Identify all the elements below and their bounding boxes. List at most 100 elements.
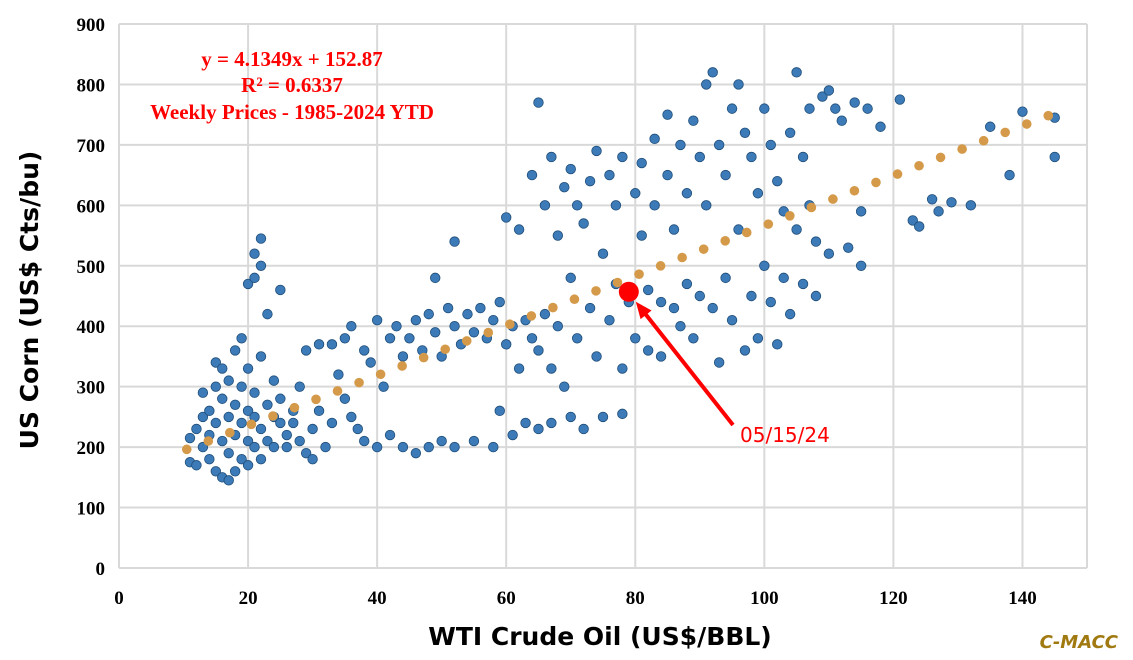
- data-point: [494, 405, 505, 417]
- data-point: [778, 272, 789, 284]
- trendline-dot: [225, 427, 235, 438]
- data-point: [617, 363, 628, 374]
- data-point: [501, 339, 512, 350]
- data-point: [810, 236, 822, 247]
- trendline-dot: [806, 202, 817, 213]
- data-point: [597, 248, 609, 259]
- trendline-dot: [677, 252, 687, 263]
- data-point: [449, 441, 460, 453]
- y-axis-title: US Corn (US$ Cts/bu): [15, 151, 44, 450]
- data-point: [300, 447, 312, 459]
- data-point: [733, 79, 744, 90]
- data-point: [339, 393, 351, 404]
- data-point: [914, 221, 925, 232]
- data-point: [210, 466, 222, 477]
- data-point: [210, 417, 222, 429]
- trendline-dot: [634, 269, 644, 279]
- data-point: [294, 381, 305, 392]
- trendline-dot: [612, 277, 623, 288]
- trendline-dot: [354, 377, 364, 388]
- data-point: [449, 236, 460, 247]
- data-point: [597, 411, 609, 423]
- data-point: [249, 248, 260, 259]
- trendline-dot: [591, 286, 601, 296]
- data-point: [668, 302, 680, 314]
- data-point: [797, 278, 809, 290]
- trendline-dot: [698, 244, 709, 254]
- data-point: [604, 169, 615, 181]
- data-point: [281, 441, 292, 453]
- data-point: [320, 441, 331, 453]
- data-point: [617, 408, 628, 420]
- data-point: [275, 284, 286, 296]
- y-tick-labels: 0 100 200 300 400 500 600 700 800 900: [77, 15, 106, 580]
- data-point: [546, 363, 557, 374]
- highlight-point: [618, 281, 639, 302]
- data-point: [591, 145, 602, 157]
- data-point: [578, 218, 589, 229]
- data-point: [217, 435, 228, 447]
- data-point: [249, 387, 260, 398]
- data-point: [307, 454, 318, 465]
- data-point: [804, 103, 815, 114]
- data-point: [255, 351, 267, 362]
- data-point: [191, 460, 202, 471]
- data-point: [229, 345, 241, 356]
- data-point: [707, 302, 718, 314]
- data-point: [378, 381, 389, 392]
- data-point: [513, 224, 525, 235]
- data-point: [765, 139, 776, 151]
- data-point: [204, 405, 215, 417]
- data-point: [791, 224, 802, 235]
- data-point: [701, 79, 712, 90]
- data-point: [242, 435, 254, 447]
- data-point: [313, 405, 325, 417]
- data-point: [223, 447, 234, 459]
- data-point: [229, 466, 241, 477]
- data-point: [726, 314, 738, 326]
- data-point: [339, 333, 351, 344]
- x-tick-label: 60: [497, 588, 516, 609]
- data-point: [604, 314, 615, 326]
- y-tick-label: 0: [96, 559, 106, 580]
- trendline-dot: [892, 169, 903, 179]
- data-point: [855, 260, 867, 271]
- data-point: [262, 308, 273, 320]
- data-point: [430, 272, 441, 284]
- data-point: [1017, 106, 1028, 117]
- data-point: [255, 233, 267, 244]
- y-tick-label: 500: [77, 257, 106, 278]
- data-point: [268, 375, 280, 386]
- data-point: [855, 206, 867, 217]
- data-point: [843, 242, 854, 253]
- equation-label: y = 4.1349x + 152.87: [201, 47, 382, 71]
- data-point: [823, 248, 835, 259]
- data-point: [746, 290, 757, 302]
- y-tick-label: 800: [77, 75, 106, 96]
- data-point: [559, 181, 570, 193]
- data-point: [391, 321, 402, 332]
- trendline-dot: [203, 436, 214, 446]
- y-tick-label: 600: [77, 196, 106, 217]
- data-point: [649, 133, 660, 145]
- data-point: [765, 296, 776, 308]
- data-point: [1049, 151, 1060, 163]
- data-point: [694, 290, 706, 302]
- data-point: [636, 157, 647, 169]
- data-point: [985, 121, 996, 132]
- data-point: [772, 175, 783, 187]
- trendline-dot: [375, 369, 386, 380]
- data-point: [255, 423, 267, 435]
- data-point: [926, 194, 938, 205]
- trendline-dot: [332, 386, 343, 396]
- x-tick-label: 0: [114, 588, 124, 609]
- y-tick-label: 700: [77, 136, 106, 157]
- data-point: [862, 103, 873, 114]
- data-point: [488, 314, 499, 326]
- data-point: [359, 345, 370, 356]
- gridlines: [118, 23, 1088, 569]
- data-point: [313, 339, 325, 350]
- data-point: [681, 278, 693, 290]
- data-point: [565, 411, 576, 423]
- trendline-dot: [849, 185, 860, 196]
